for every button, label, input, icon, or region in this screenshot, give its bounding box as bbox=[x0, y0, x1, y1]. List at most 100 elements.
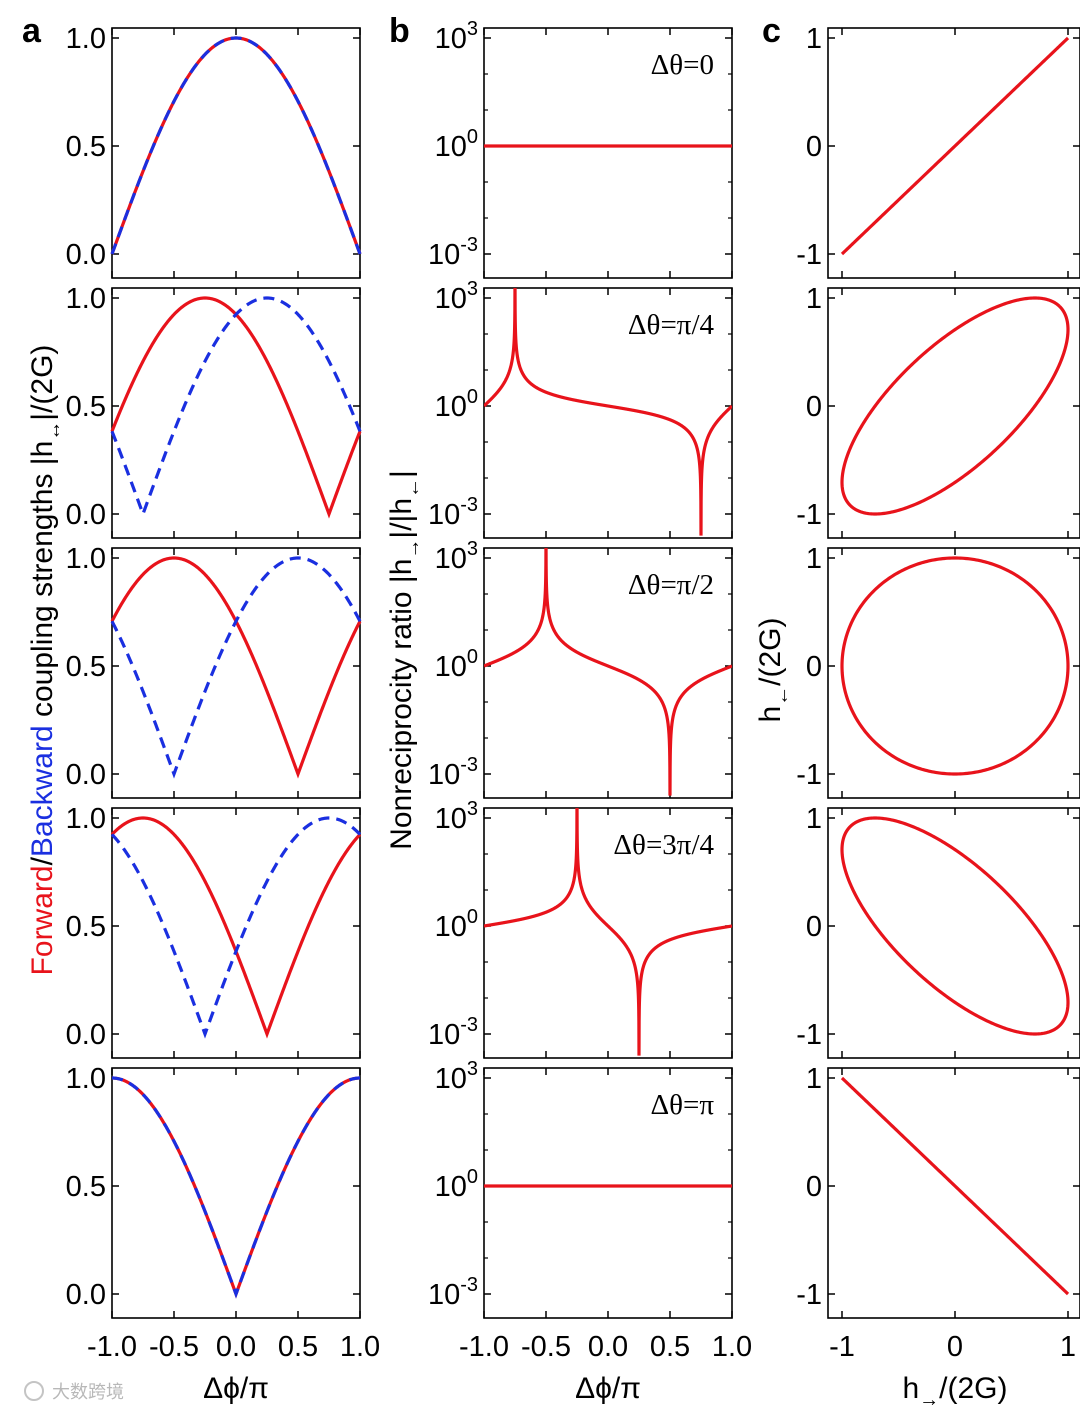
y-tick-label: 10-3 bbox=[428, 234, 478, 271]
b-ylabel-sub2: ← bbox=[402, 478, 424, 498]
panel-c-row-0: -1 0 1 bbox=[796, 23, 1080, 279]
c-ylabel-sub: ← bbox=[771, 686, 793, 706]
y-tick-label: -1 bbox=[796, 1279, 822, 1311]
y-tick-label: -1 bbox=[796, 759, 822, 791]
axes-frame bbox=[111, 807, 361, 1059]
ratio-series-line bbox=[484, 288, 732, 536]
backward-series-line bbox=[110, 556, 362, 779]
x-tick-label: -0.5 bbox=[149, 1331, 199, 1363]
y-tick-label: 0.0 bbox=[66, 1019, 106, 1051]
y-tick-label: 1 bbox=[806, 283, 822, 315]
y-tick-label: 0 bbox=[806, 131, 822, 163]
y-tick-label: -1 bbox=[796, 239, 822, 271]
panel-c-xlabel: h→/(2G) bbox=[902, 1372, 1007, 1411]
axes-frame bbox=[827, 27, 1080, 279]
forward-series-line bbox=[110, 556, 362, 779]
panel-c-row-4: -1-1 0 0 1 1 bbox=[796, 1063, 1080, 1363]
backward-series-line bbox=[111, 1076, 361, 1299]
y-tick-label: 0.0 bbox=[66, 1279, 106, 1311]
panel-letter-b: b bbox=[389, 12, 410, 50]
y-tick-label: 0 bbox=[806, 1171, 822, 1203]
panel-a-ylabel: Forward/Backward coupling strengths |h↔|… bbox=[26, 345, 65, 976]
ylabel-rest: coupling strengths |h bbox=[26, 441, 59, 726]
axes-frame bbox=[827, 1067, 1080, 1319]
y-tick-label: 1.0 bbox=[66, 803, 106, 835]
backward-series-line bbox=[110, 816, 362, 1039]
panel-c-ylabel: h←/(2G) bbox=[754, 617, 793, 722]
y-tick-label: 103 bbox=[435, 18, 478, 55]
y-tick-label: 0.5 bbox=[66, 1171, 106, 1203]
x-tick-label: 0 bbox=[947, 1331, 963, 1363]
panel-a-row-1: 0.0 0.5 1.0 bbox=[66, 283, 362, 539]
b-ylabel-sub1: → bbox=[402, 539, 424, 559]
parametric-curve bbox=[840, 556, 1070, 776]
panel-a-row-4: 0.0 0.5 1.0 -1.0 -0.5 0.0 0.5 1.0 bbox=[66, 1063, 380, 1363]
y-tick-label: 1 bbox=[806, 543, 822, 575]
y-tick-label: -1 bbox=[796, 499, 822, 531]
x-tick-label: 1.0 bbox=[340, 1331, 380, 1363]
y-tick-label: 0.5 bbox=[66, 911, 106, 943]
y-tick-label: 10-3 bbox=[428, 1274, 478, 1311]
y-tick-label: 0.5 bbox=[66, 391, 106, 423]
forward-series-line bbox=[110, 36, 362, 255]
ylabel-sub: ↔ bbox=[43, 421, 65, 441]
panel-b-row-3: 10-3 100 103 Δθ=3π/4 bbox=[428, 798, 733, 1059]
y-tick-label: 100 bbox=[435, 646, 478, 683]
y-tick-label: 0.0 bbox=[66, 759, 106, 791]
y-tick-label: 10-3 bbox=[428, 754, 478, 791]
panel-c-row-2: -1 0 1 bbox=[796, 543, 1080, 799]
y-tick-label: 1 bbox=[806, 1063, 822, 1095]
y-tick-label: 0 bbox=[806, 911, 822, 943]
c-xlabel-end: /(2G) bbox=[939, 1372, 1007, 1405]
y-tick-label: 10-3 bbox=[428, 494, 478, 531]
c-ylabel-main: h bbox=[754, 706, 787, 723]
ratio-series-line bbox=[484, 808, 732, 1056]
y-tick-label: 0 bbox=[806, 651, 822, 683]
y-tick-label: 0.5 bbox=[66, 131, 106, 163]
y-tick-label: 0.0 bbox=[66, 239, 106, 271]
ylabel-forward: Forward bbox=[26, 865, 59, 975]
y-tick-label: 1 bbox=[806, 23, 822, 55]
axes-frame bbox=[111, 1067, 361, 1319]
y-tick-label: 100 bbox=[435, 906, 478, 943]
x-tick-label: -0.5 bbox=[521, 1331, 571, 1363]
y-tick-label: 100 bbox=[435, 1166, 478, 1203]
panel-b-xlabel: Δϕ/π bbox=[575, 1372, 641, 1405]
y-tick-label: 1 bbox=[806, 803, 822, 835]
axes-frame bbox=[827, 547, 1080, 799]
panel-c-row-3: -1 0 1 bbox=[796, 803, 1080, 1059]
panel-a-xlabel: Δϕ/π bbox=[203, 1372, 269, 1405]
delta-theta-annotation: Δθ=0 bbox=[651, 49, 714, 81]
y-tick-label: 1.0 bbox=[66, 543, 106, 575]
x-tick-label: 1.0 bbox=[712, 1331, 752, 1363]
b-ylabel-main: Nonreciprocity ratio |h bbox=[385, 559, 418, 850]
y-tick-label: 1.0 bbox=[66, 283, 106, 315]
panel-a-coupling-strengths: 0.00.51.00.00.51.00.00.51.00.00.51.00.00… bbox=[66, 23, 380, 1363]
panel-b-row-4: 10-3 100 103 -1.0 -0.5 0.0 0.5 1.0 Δθ=π bbox=[428, 1058, 752, 1363]
b-ylabel-mid: |/|h bbox=[385, 498, 418, 539]
watermark-text: 大数跨境 bbox=[52, 1382, 124, 1403]
panel-b-row-0: 10-3 100 103 Δθ=0 bbox=[428, 18, 733, 279]
backward-series-line bbox=[110, 36, 362, 255]
x-tick-label: 0.0 bbox=[216, 1331, 256, 1363]
y-tick-label: 103 bbox=[435, 538, 478, 575]
y-tick-label: 0 bbox=[806, 391, 822, 423]
forward-series-line bbox=[110, 816, 362, 1039]
delta-theta-annotation: Δθ=3π/4 bbox=[613, 829, 714, 861]
c-xlabel-main: h bbox=[902, 1372, 919, 1405]
panel-b-ylabel: Nonreciprocity ratio |h→|/|h←| bbox=[385, 470, 424, 850]
y-tick-label: 0.0 bbox=[66, 499, 106, 531]
panel-a-row-3: 0.0 0.5 1.0 bbox=[66, 803, 362, 1059]
x-tick-label: -1 bbox=[829, 1331, 855, 1363]
parametric-curve bbox=[840, 816, 1070, 1036]
b-ylabel-end: | bbox=[385, 470, 418, 478]
backward-series-line bbox=[110, 296, 362, 519]
ylabel-slash: / bbox=[26, 856, 59, 865]
y-tick-label: 1.0 bbox=[66, 23, 106, 55]
panel-letter-c: c bbox=[762, 12, 781, 50]
delta-theta-annotation: Δθ=π/4 bbox=[628, 309, 715, 341]
panel-letter-a: a bbox=[22, 12, 42, 50]
ylabel-backward: Backward bbox=[26, 725, 59, 857]
ratio-series-line bbox=[484, 548, 732, 796]
